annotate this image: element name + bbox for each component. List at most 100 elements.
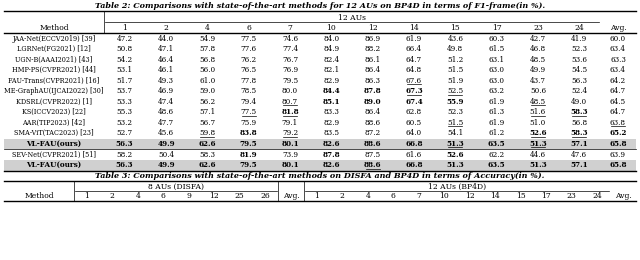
Text: 76.5: 76.5 xyxy=(241,66,257,74)
Text: 52.6: 52.6 xyxy=(447,151,464,159)
Text: 82.9: 82.9 xyxy=(323,119,339,127)
Text: 58.3: 58.3 xyxy=(570,108,588,116)
Text: 10: 10 xyxy=(326,24,336,32)
Text: 26: 26 xyxy=(260,192,270,199)
Text: 48.6: 48.6 xyxy=(158,108,174,116)
Text: 49.9: 49.9 xyxy=(530,66,546,74)
Text: 82.4: 82.4 xyxy=(323,56,339,64)
Text: 63.1: 63.1 xyxy=(488,56,505,64)
Text: 1: 1 xyxy=(84,192,89,199)
Text: 23: 23 xyxy=(567,192,577,199)
Text: 49.9: 49.9 xyxy=(157,140,175,148)
Text: 12: 12 xyxy=(209,192,219,199)
Text: 88.6: 88.6 xyxy=(364,161,381,169)
Text: 10: 10 xyxy=(440,192,449,199)
Text: 48.5: 48.5 xyxy=(530,98,546,106)
Text: KDSRL(CVPR2022) [1]: KDSRL(CVPR2022) [1] xyxy=(16,98,92,106)
Text: 49.3: 49.3 xyxy=(158,77,174,85)
Text: 76.7: 76.7 xyxy=(282,56,298,64)
Text: 9: 9 xyxy=(186,192,191,199)
Text: 86.1: 86.1 xyxy=(365,56,381,64)
Text: Table 3: Comparisons with state-of-the-art methods on DISFA and BP4D in terms of: Table 3: Comparisons with state-of-the-a… xyxy=(95,172,545,180)
Text: 60.3: 60.3 xyxy=(489,35,505,43)
Text: 67.3: 67.3 xyxy=(405,87,423,95)
Text: 77.5: 77.5 xyxy=(241,108,257,116)
Text: 56.0: 56.0 xyxy=(199,66,216,74)
Text: 1: 1 xyxy=(122,24,127,32)
Text: 51.3: 51.3 xyxy=(447,140,464,148)
Text: 64.8: 64.8 xyxy=(406,66,422,74)
Text: 77.8: 77.8 xyxy=(241,77,257,85)
Text: 47.6: 47.6 xyxy=(572,151,588,159)
Text: 7: 7 xyxy=(416,192,421,199)
Text: 62.6: 62.6 xyxy=(198,161,216,169)
Text: 80.1: 80.1 xyxy=(281,140,299,148)
Text: 88.6: 88.6 xyxy=(365,119,381,127)
Text: 61.9: 61.9 xyxy=(488,119,505,127)
Text: FAU-Trans(CVPR2021) [16]: FAU-Trans(CVPR2021) [16] xyxy=(8,77,100,85)
Text: 49.9: 49.9 xyxy=(157,161,175,169)
Text: 76.9: 76.9 xyxy=(282,66,298,74)
Text: 86.9: 86.9 xyxy=(365,35,381,43)
Text: 6: 6 xyxy=(391,192,396,199)
Text: 57.1: 57.1 xyxy=(570,140,588,148)
Text: 61.6: 61.6 xyxy=(406,151,422,159)
Text: 77.5: 77.5 xyxy=(241,35,257,43)
Text: Avg.: Avg. xyxy=(614,192,632,199)
Text: 63.9: 63.9 xyxy=(610,151,626,159)
Text: 4: 4 xyxy=(365,192,370,199)
Text: 83.5: 83.5 xyxy=(323,129,339,137)
Text: 67.6: 67.6 xyxy=(406,77,422,85)
Text: 53.1: 53.1 xyxy=(116,66,132,74)
Text: 63.5: 63.5 xyxy=(488,140,506,148)
Text: 53.7: 53.7 xyxy=(116,87,132,95)
Text: Avg.: Avg. xyxy=(283,192,300,199)
Text: 52.5: 52.5 xyxy=(447,87,463,95)
Text: 47.2: 47.2 xyxy=(116,35,132,43)
Text: 55.9: 55.9 xyxy=(447,98,464,106)
Text: 4: 4 xyxy=(135,192,140,199)
Text: 86.3: 86.3 xyxy=(365,77,381,85)
Text: 58.3: 58.3 xyxy=(199,151,215,159)
Text: 79.1: 79.1 xyxy=(282,119,298,127)
Text: 41.9: 41.9 xyxy=(572,35,588,43)
Text: 75.9: 75.9 xyxy=(241,119,257,127)
Text: 66.8: 66.8 xyxy=(405,161,423,169)
Text: 51.6: 51.6 xyxy=(530,108,546,116)
Text: HMP-PS(CVPR2021) [44]: HMP-PS(CVPR2021) [44] xyxy=(12,66,96,74)
Text: 44.6: 44.6 xyxy=(530,151,546,159)
Text: 61.5: 61.5 xyxy=(488,45,505,53)
Text: 52.6: 52.6 xyxy=(529,129,547,137)
Text: 49.0: 49.0 xyxy=(572,98,588,106)
Text: 56.7: 56.7 xyxy=(199,119,216,127)
Text: 64.7: 64.7 xyxy=(610,87,626,95)
Text: 81.8: 81.8 xyxy=(281,108,299,116)
Text: LGRNet(FG2021) [12]: LGRNet(FG2021) [12] xyxy=(17,45,91,53)
Text: 57.1: 57.1 xyxy=(199,108,216,116)
Text: 25: 25 xyxy=(235,192,244,199)
Text: VL-FAU(ours): VL-FAU(ours) xyxy=(26,140,82,148)
Text: 51.5: 51.5 xyxy=(447,119,463,127)
Text: 64.7: 64.7 xyxy=(406,56,422,64)
Text: 60.0: 60.0 xyxy=(610,35,626,43)
Text: 87.2: 87.2 xyxy=(365,129,381,137)
Text: 51.3: 51.3 xyxy=(447,161,464,169)
Text: 84.9: 84.9 xyxy=(323,45,339,53)
Text: 47.7: 47.7 xyxy=(158,119,174,127)
Text: 17: 17 xyxy=(492,24,502,32)
Text: 52.7: 52.7 xyxy=(116,129,132,137)
Text: 57.8: 57.8 xyxy=(199,45,216,53)
Text: 85.1: 85.1 xyxy=(323,98,340,106)
Text: 4: 4 xyxy=(205,24,210,32)
Text: JAA-Net(ECCV2019) [39]: JAA-Net(ECCV2019) [39] xyxy=(12,35,95,43)
Text: 62.2: 62.2 xyxy=(488,151,505,159)
Text: 53.2: 53.2 xyxy=(116,119,132,127)
Text: 23: 23 xyxy=(533,24,543,32)
Text: 51.0: 51.0 xyxy=(530,119,546,127)
Text: 79.2: 79.2 xyxy=(282,129,298,137)
Text: 84.4: 84.4 xyxy=(323,87,340,95)
Text: 66.8: 66.8 xyxy=(405,140,423,148)
Text: 14: 14 xyxy=(490,192,500,199)
Text: 83.8: 83.8 xyxy=(240,129,257,137)
Text: 56.3: 56.3 xyxy=(116,140,134,148)
